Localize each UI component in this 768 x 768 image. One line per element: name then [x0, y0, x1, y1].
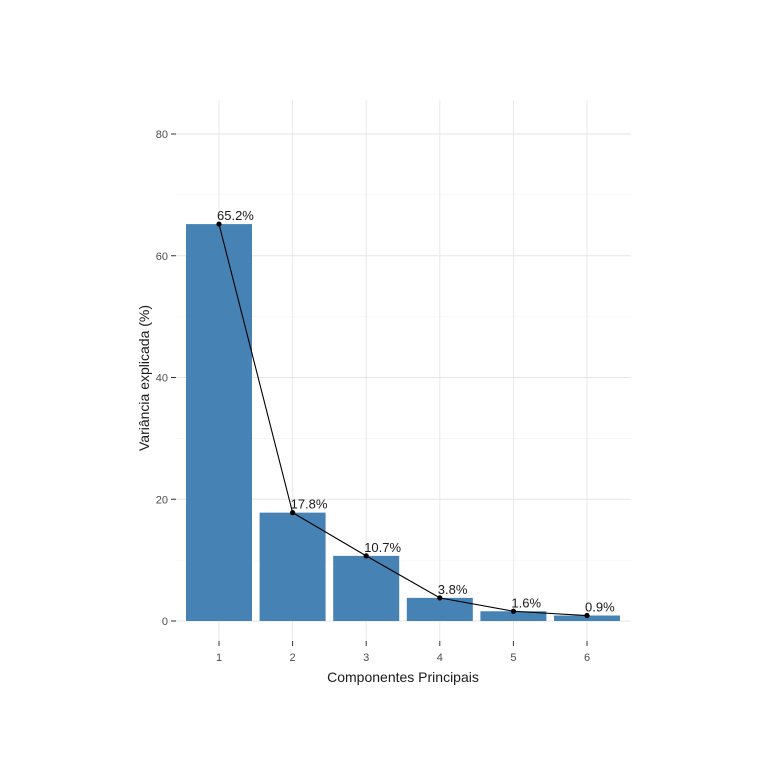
- point-component-4: [437, 595, 443, 601]
- x-tick-label: 4: [437, 652, 443, 664]
- point-component-5: [510, 608, 516, 614]
- x-tick-label: 6: [584, 652, 590, 664]
- axes: 0 20 40 60 80 1 2 3 4 5 6: [156, 129, 590, 664]
- data-label-component-1: 65.2%: [217, 208, 254, 223]
- point-component-3: [363, 553, 369, 559]
- x-tick-label: 1: [216, 652, 222, 664]
- bar-component-3: [333, 555, 400, 621]
- bar-component-2: [259, 512, 326, 621]
- y-tick-label: 20: [156, 494, 168, 506]
- y-tick-label: 0: [162, 616, 168, 628]
- variance-points: [216, 221, 590, 619]
- x-tick-label: 5: [510, 652, 516, 664]
- x-tick-label: 2: [290, 652, 296, 664]
- point-component-6: [584, 612, 590, 619]
- data-label-component-3: 10.7%: [364, 540, 401, 555]
- point-component-1: [216, 221, 222, 227]
- bar-component-6: [554, 615, 620, 621]
- point-component-2: [290, 510, 296, 516]
- data-label-component-2: 17.8%: [291, 497, 328, 512]
- bar-component-1: [186, 224, 252, 621]
- y-axis-title: Variância explicada (%): [136, 305, 152, 451]
- y-tick-label: 40: [156, 373, 168, 385]
- y-tick-label: 60: [156, 251, 168, 263]
- bar-component-5: [480, 611, 547, 621]
- variance-line: [218, 223, 588, 617]
- y-tick-label: 80: [156, 129, 168, 141]
- data-labels: 65.2% 17.8% 10.7% 3.8% 1.6% 0.9%: [217, 208, 615, 614]
- x-tick-label: 3: [363, 652, 369, 664]
- x-axis-title: Componentes Principais: [327, 669, 479, 685]
- data-label-component-4: 3.8%: [438, 582, 468, 597]
- bar-component-4: [406, 597, 473, 621]
- data-label-component-5: 1.6%: [511, 595, 541, 610]
- bars: [186, 224, 620, 621]
- data-label-component-6: 0.9%: [585, 600, 615, 615]
- variance-polyline: [218, 223, 588, 617]
